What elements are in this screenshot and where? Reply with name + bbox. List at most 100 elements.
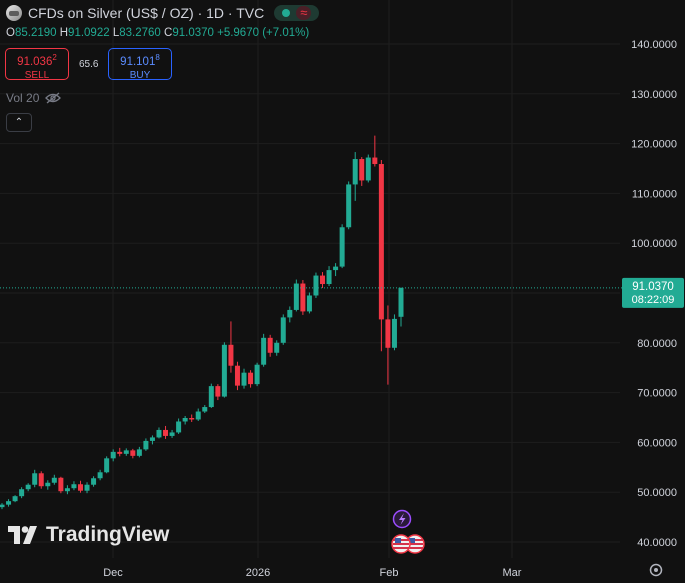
candle — [339, 224, 345, 269]
candle — [176, 418, 182, 434]
candle — [25, 483, 31, 492]
candle — [261, 333, 267, 367]
candle — [169, 429, 175, 438]
sell-price: 91.036 — [17, 55, 53, 68]
candle — [365, 154, 371, 183]
time-axis[interactable]: Dec 2026 Feb Mar — [103, 567, 522, 579]
logo-text: TradingView — [46, 523, 170, 546]
candle-body — [38, 473, 44, 487]
candle-body — [339, 227, 345, 267]
candle — [6, 499, 12, 507]
candle — [91, 476, 97, 487]
candle — [182, 416, 188, 425]
price-tick-label: 120.0000 — [631, 139, 677, 151]
candle-body — [6, 501, 12, 505]
buy-button[interactable]: 91.1018 BUY — [108, 48, 172, 81]
candle-body — [64, 488, 70, 492]
candle — [385, 305, 391, 385]
time-tick-label: 2026 — [246, 567, 270, 579]
sell-button[interactable]: 91.0362 SELL — [5, 48, 69, 81]
candle-body — [117, 451, 123, 454]
event-markers[interactable] — [391, 509, 425, 554]
candle-body — [215, 386, 221, 397]
ohlc-values: O85.2190 H91.0922 L83.2760 C91.0370 +5.9… — [6, 27, 310, 39]
candle-body — [130, 450, 136, 456]
close-value: 91.0370 — [172, 27, 214, 39]
time-tick-label: Dec — [103, 567, 123, 579]
candle — [58, 476, 64, 494]
us-flag-icon[interactable] — [391, 534, 411, 554]
tradingview-logo[interactable]: TradingView — [8, 523, 169, 547]
eye-hidden-icon[interactable] — [45, 92, 62, 104]
candle-body — [19, 489, 25, 497]
candle — [45, 480, 51, 490]
tilde-icon: ≈ — [296, 6, 312, 20]
candle — [326, 266, 332, 287]
candle — [71, 481, 77, 491]
candle-body — [58, 477, 64, 492]
candle-body — [104, 458, 110, 473]
symbol-title[interactable]: CFDs on Silver (US$ / OZ) · 1D · TVC — [28, 5, 265, 21]
candle — [12, 495, 18, 503]
candle-body — [320, 275, 326, 285]
time-tick-label: Feb — [380, 567, 399, 579]
candle-body — [261, 337, 267, 365]
buy-label: BUY — [129, 69, 151, 81]
silver-symbol-icon — [6, 5, 22, 21]
candle-body — [110, 451, 116, 459]
candle-body — [12, 496, 18, 502]
candle-body — [176, 421, 182, 433]
candle — [195, 408, 201, 421]
volume-indicator[interactable]: Vol 20 — [6, 91, 62, 105]
candle — [398, 287, 404, 327]
candlestick-series — [0, 135, 404, 510]
candle — [202, 405, 208, 414]
candle — [215, 384, 221, 401]
collapse-legend-button[interactable]: ⌃ — [6, 113, 32, 132]
candle-body — [267, 337, 273, 353]
candle-body — [391, 318, 397, 348]
candle-body — [32, 473, 38, 485]
settings-gear-icon[interactable] — [649, 563, 663, 577]
candle — [241, 368, 247, 389]
candle — [130, 448, 136, 459]
candle — [254, 362, 260, 387]
candle — [64, 485, 70, 495]
candle-body — [45, 482, 51, 487]
candle — [313, 272, 319, 298]
candle-body — [0, 504, 5, 508]
candle-body — [202, 407, 208, 412]
market-status-badge[interactable]: ≈ — [274, 5, 320, 21]
candle-body — [234, 365, 240, 386]
candle — [84, 482, 90, 494]
candle — [293, 279, 299, 312]
candle-body — [189, 417, 195, 420]
high-value: 91.0922 — [68, 27, 110, 39]
candle — [163, 425, 169, 439]
candle-body — [333, 266, 339, 271]
candle-body — [221, 344, 227, 397]
bar-countdown: 08:22:09 — [632, 294, 675, 306]
candle — [359, 157, 365, 186]
candle-body — [163, 429, 169, 436]
current-price-label: 91.0370 08:22:09 — [622, 277, 684, 308]
candle — [189, 414, 195, 422]
candle — [38, 471, 44, 489]
volume-label: Vol 20 — [6, 91, 40, 105]
candle-body — [195, 411, 201, 420]
price-tick-label: 40.0000 — [637, 537, 677, 549]
candle — [208, 383, 214, 409]
candle-body — [169, 432, 175, 436]
candle-body — [182, 417, 188, 422]
spread-value: 65.6 — [79, 59, 99, 70]
candle — [280, 314, 286, 345]
candle-body — [398, 287, 404, 317]
candle-body — [287, 309, 293, 318]
candle-body — [326, 270, 332, 285]
candle-body — [77, 484, 83, 491]
candle — [136, 446, 142, 458]
candle-body — [306, 295, 312, 312]
candle — [97, 469, 103, 481]
candle-body — [143, 440, 149, 450]
